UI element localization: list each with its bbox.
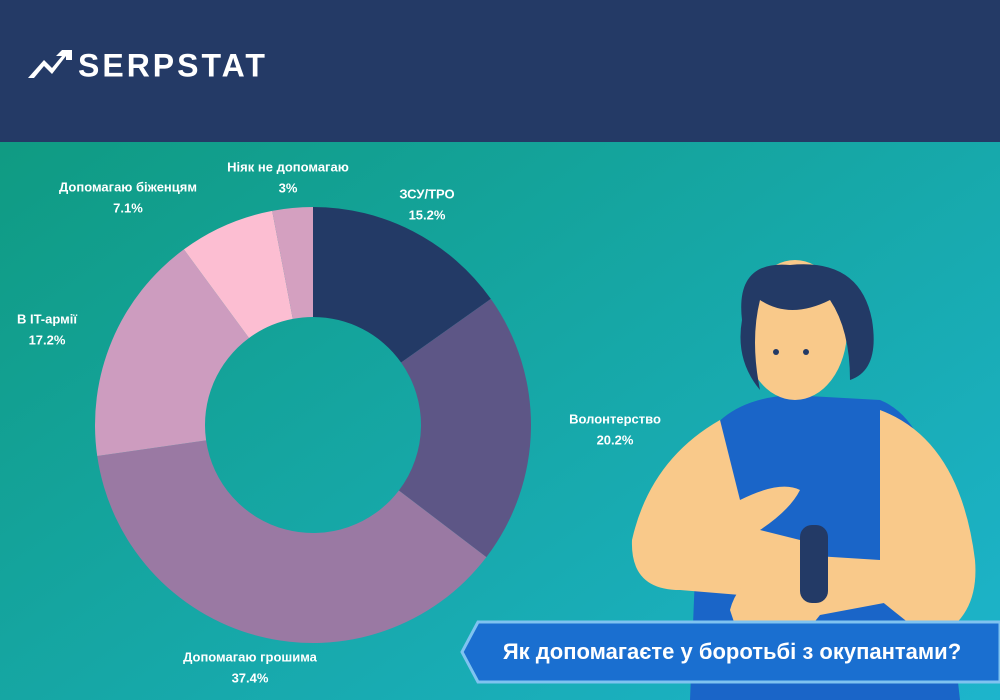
- logo: SERPSTAT: [28, 47, 268, 83]
- title-banner: Як допомагаєте у боротьбі з окупантами?: [460, 620, 1000, 684]
- category-label: В IT-армії: [17, 311, 77, 326]
- logo-icon: [28, 50, 72, 78]
- donut-segment: [183, 210, 293, 338]
- value-label: 3%: [279, 180, 298, 195]
- value-label: 20.2%: [597, 432, 634, 447]
- value-label: 15.2%: [409, 207, 446, 222]
- category-label: Волонтерство: [569, 411, 661, 426]
- illustration: [631, 260, 976, 700]
- brand: SERPSTAT: [78, 47, 268, 83]
- value-label: 37.4%: [232, 670, 269, 685]
- category-label: ЗСУ/ТРО: [399, 186, 454, 201]
- donut-segment: [398, 298, 532, 558]
- category-label: Допомагаю біженцям: [59, 179, 197, 194]
- header: [0, 0, 1000, 142]
- value-label: 7.1%: [113, 200, 143, 215]
- category-label: Ніяк не допомагаю: [227, 159, 349, 174]
- donut-segment: [313, 207, 491, 363]
- donut-segment: [272, 207, 313, 319]
- donut-segment: [97, 440, 487, 644]
- category-label: Допомагаю грошима: [183, 649, 318, 664]
- chart-title: Як допомагаєте у боротьбі з окупантами?: [503, 639, 961, 664]
- donut-segment: [95, 249, 250, 457]
- value-label: 17.2%: [29, 332, 66, 347]
